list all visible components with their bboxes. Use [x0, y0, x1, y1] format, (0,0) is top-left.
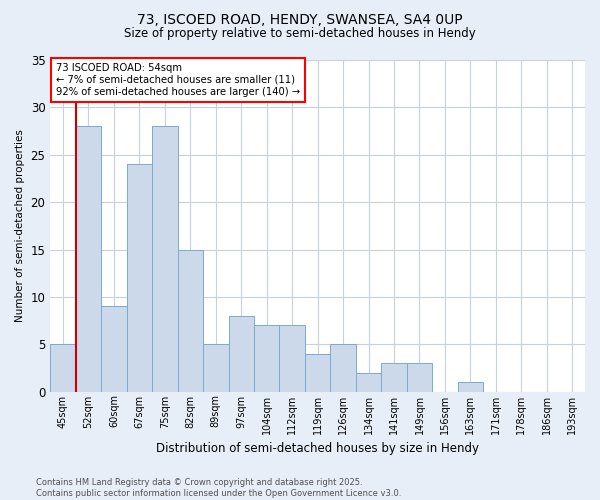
Bar: [152, 126, 178, 392]
Bar: [203, 344, 229, 392]
Bar: [356, 372, 382, 392]
Bar: [229, 316, 254, 392]
Bar: [458, 382, 483, 392]
Bar: [407, 363, 432, 392]
Bar: [50, 344, 76, 392]
Text: 73 ISCOED ROAD: 54sqm
← 7% of semi-detached houses are smaller (11)
92% of semi-: 73 ISCOED ROAD: 54sqm ← 7% of semi-detac…: [56, 64, 300, 96]
Bar: [382, 363, 407, 392]
Bar: [331, 344, 356, 392]
Text: Contains HM Land Registry data © Crown copyright and database right 2025.
Contai: Contains HM Land Registry data © Crown c…: [36, 478, 401, 498]
Bar: [127, 164, 152, 392]
Text: Size of property relative to semi-detached houses in Hendy: Size of property relative to semi-detach…: [124, 28, 476, 40]
Text: 73, ISCOED ROAD, HENDY, SWANSEA, SA4 0UP: 73, ISCOED ROAD, HENDY, SWANSEA, SA4 0UP: [137, 12, 463, 26]
Bar: [178, 250, 203, 392]
Bar: [280, 326, 305, 392]
X-axis label: Distribution of semi-detached houses by size in Hendy: Distribution of semi-detached houses by …: [156, 442, 479, 455]
Bar: [254, 326, 280, 392]
Bar: [101, 306, 127, 392]
Bar: [305, 354, 331, 392]
Y-axis label: Number of semi-detached properties: Number of semi-detached properties: [15, 130, 25, 322]
Bar: [76, 126, 101, 392]
